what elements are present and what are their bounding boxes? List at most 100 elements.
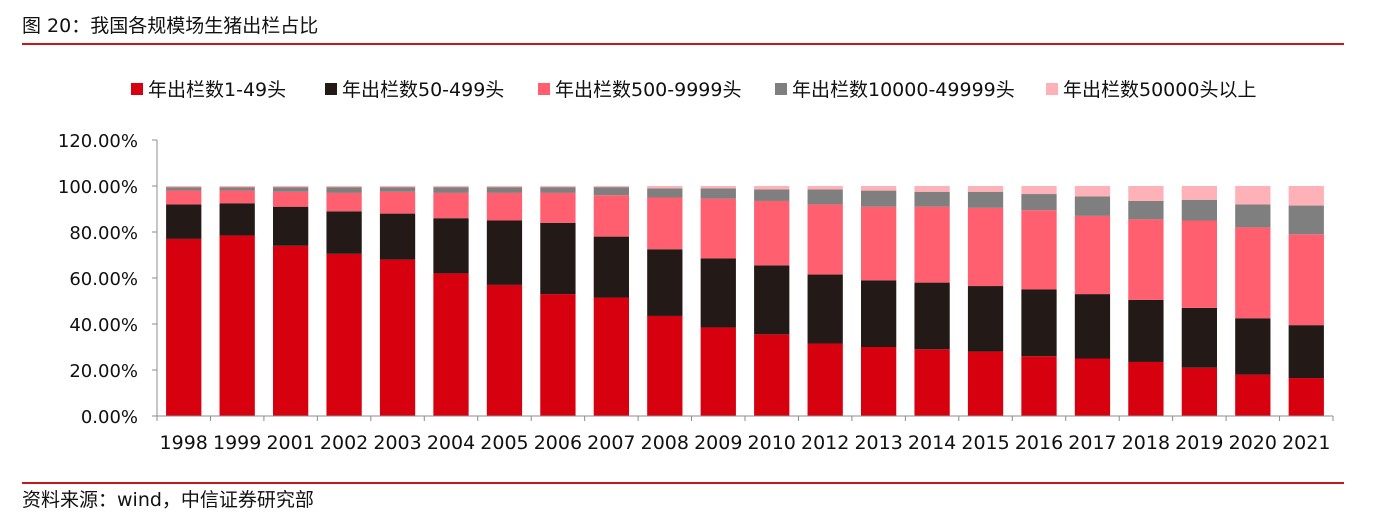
bar-segment-2020-s0 bbox=[1235, 374, 1271, 416]
bar-segment-2019-s3 bbox=[1181, 199, 1218, 221]
bar-segment-2010-s0 bbox=[754, 334, 790, 416]
bottom-rule bbox=[22, 482, 1344, 484]
bar-segment-2006-s3 bbox=[540, 187, 576, 193]
x-tick-label: 2014 bbox=[908, 432, 956, 454]
bar-segment-2002-s1 bbox=[326, 211, 362, 254]
y-tick-label: 60.00% bbox=[69, 269, 138, 290]
bar-segment-2005-s4 bbox=[486, 186, 523, 188]
bar-segment-2018-s3 bbox=[1128, 200, 1164, 220]
y-tick-label: 20.00% bbox=[69, 361, 138, 382]
x-tick-label: 2010 bbox=[748, 432, 796, 454]
legend-swatch-1 bbox=[325, 83, 337, 95]
bar-segment-2018-s1 bbox=[1128, 299, 1164, 362]
bar-segment-2012-s0 bbox=[807, 343, 843, 416]
x-tick-label: 2001 bbox=[266, 432, 314, 454]
legend-label-1: 年出栏数50-499头 bbox=[342, 79, 504, 101]
legend-swatch-3 bbox=[775, 83, 787, 95]
bar-segment-2001-s4 bbox=[272, 186, 309, 188]
legend-label-0: 年出栏数1-49头 bbox=[148, 79, 286, 101]
bar-segment-2004-s3 bbox=[433, 187, 469, 193]
bar-segment-2005-s1 bbox=[486, 220, 523, 285]
bar-segment-2017-s4 bbox=[1074, 186, 1111, 197]
legend-swatch-2 bbox=[538, 83, 550, 95]
bar-segment-2008-s1 bbox=[647, 249, 683, 316]
bar-segment-1999-s3 bbox=[219, 187, 255, 191]
bar-segment-2004-s2 bbox=[433, 192, 469, 219]
x-tick-label: 2017 bbox=[1068, 432, 1116, 454]
bar-segment-2014-s4 bbox=[914, 186, 950, 192]
bar-segment-2009-s3 bbox=[700, 188, 736, 199]
bar-segment-2004-s1 bbox=[433, 218, 469, 274]
bar-segment-2012-s4 bbox=[807, 186, 843, 190]
bar-segment-2007-s0 bbox=[593, 297, 630, 416]
bar-segment-2012-s2 bbox=[807, 204, 843, 275]
bar-segment-2020-s4 bbox=[1235, 186, 1271, 205]
x-tick-label: 2009 bbox=[694, 432, 742, 454]
bar-segment-1999-s1 bbox=[219, 203, 255, 236]
bar-segment-2003-s0 bbox=[379, 259, 416, 416]
x-tick-label: 2021 bbox=[1282, 432, 1330, 454]
x-tick-label: 2002 bbox=[320, 432, 368, 454]
bar-segment-2007-s1 bbox=[593, 236, 630, 298]
bar-segment-2014-s2 bbox=[914, 206, 950, 283]
bar-segment-2005-s3 bbox=[486, 187, 523, 193]
bar-segment-2014-s0 bbox=[914, 349, 950, 416]
bar-segment-1999-s0 bbox=[219, 235, 255, 416]
bar-segment-2013-s0 bbox=[860, 347, 897, 416]
bar-segment-2017-s0 bbox=[1074, 358, 1111, 416]
bar-segment-2014-s3 bbox=[914, 191, 950, 207]
bar-segment-2006-s0 bbox=[540, 294, 576, 416]
bar-segment-2019-s1 bbox=[1181, 307, 1218, 368]
bar-segment-2021-s4 bbox=[1288, 186, 1324, 206]
bar-segment-2015-s2 bbox=[967, 207, 1004, 287]
bar-segment-2013-s4 bbox=[860, 186, 897, 191]
bar-segment-2002-s2 bbox=[326, 192, 362, 212]
bar-segment-2014-s1 bbox=[914, 282, 950, 350]
bar-segment-2015-s3 bbox=[967, 191, 1004, 208]
bar-segment-2021-s3 bbox=[1288, 205, 1324, 235]
bar-segment-2018-s4 bbox=[1128, 186, 1164, 201]
legend-swatch-4 bbox=[1046, 83, 1058, 95]
x-tick-label: 2008 bbox=[641, 432, 689, 454]
bar-segment-2003-s1 bbox=[379, 213, 416, 260]
bar-segment-2021-s1 bbox=[1288, 325, 1324, 379]
bar-segment-2008-s3 bbox=[647, 188, 683, 198]
bar-segment-1998-s3 bbox=[166, 187, 202, 191]
bar-segment-2017-s1 bbox=[1074, 294, 1111, 359]
bar-segment-2003-s3 bbox=[379, 187, 416, 192]
bar-segment-2021-s2 bbox=[1288, 234, 1324, 326]
bar-segment-2007-s3 bbox=[593, 187, 630, 196]
bar-segment-2001-s3 bbox=[272, 187, 309, 192]
bar-segment-2015-s4 bbox=[967, 186, 1004, 192]
bar-segment-2013-s1 bbox=[860, 280, 897, 347]
bar-segment-2018-s2 bbox=[1128, 219, 1164, 300]
x-tick-label: 2005 bbox=[480, 432, 528, 454]
bar-segment-2009-s0 bbox=[700, 327, 736, 416]
bar-segment-2010-s1 bbox=[754, 265, 790, 335]
y-axis: 0.00% 20.00% 40.00% 60.00% 80.00% 100.00% 120.… bbox=[58, 131, 158, 428]
bar-segment-2001-s0 bbox=[272, 245, 309, 416]
legend: 年出栏数1-49头 年出栏数50-499头 年出栏数500-9999头 年出栏数100… bbox=[131, 79, 1256, 101]
figure-title: 图 20：我国各规模场生猪出栏占比 bbox=[22, 15, 319, 37]
bar-segment-2017-s3 bbox=[1074, 196, 1111, 216]
bar-segment-2010-s4 bbox=[754, 186, 790, 190]
x-tick-label: 2018 bbox=[1122, 432, 1170, 454]
x-tick-label: 2012 bbox=[801, 432, 849, 454]
legend-swatch-0 bbox=[131, 83, 143, 95]
x-tick-label: 2007 bbox=[587, 432, 635, 454]
bar-segment-2016-s3 bbox=[1021, 194, 1057, 211]
bar-segment-2018-s0 bbox=[1128, 361, 1164, 416]
top-rule bbox=[22, 43, 1344, 45]
bar-segment-2007-s2 bbox=[593, 195, 630, 237]
bar-segment-2005-s2 bbox=[486, 192, 523, 221]
bar-segment-2002-s3 bbox=[326, 187, 362, 193]
bar-segment-2016-s1 bbox=[1021, 289, 1057, 357]
x-tick-label: 2006 bbox=[534, 432, 582, 454]
bar-segment-2003-s2 bbox=[379, 191, 416, 214]
source-note: 资料来源：wind，中信证券研究部 bbox=[22, 489, 314, 511]
legend-label-4: 年出栏数50000头以上 bbox=[1063, 79, 1256, 101]
bar-segment-1999-s2 bbox=[219, 190, 255, 204]
bar-segment-2019-s4 bbox=[1181, 186, 1218, 200]
bar-segment-2009-s1 bbox=[700, 258, 736, 328]
bar-segment-2019-s2 bbox=[1181, 220, 1218, 308]
